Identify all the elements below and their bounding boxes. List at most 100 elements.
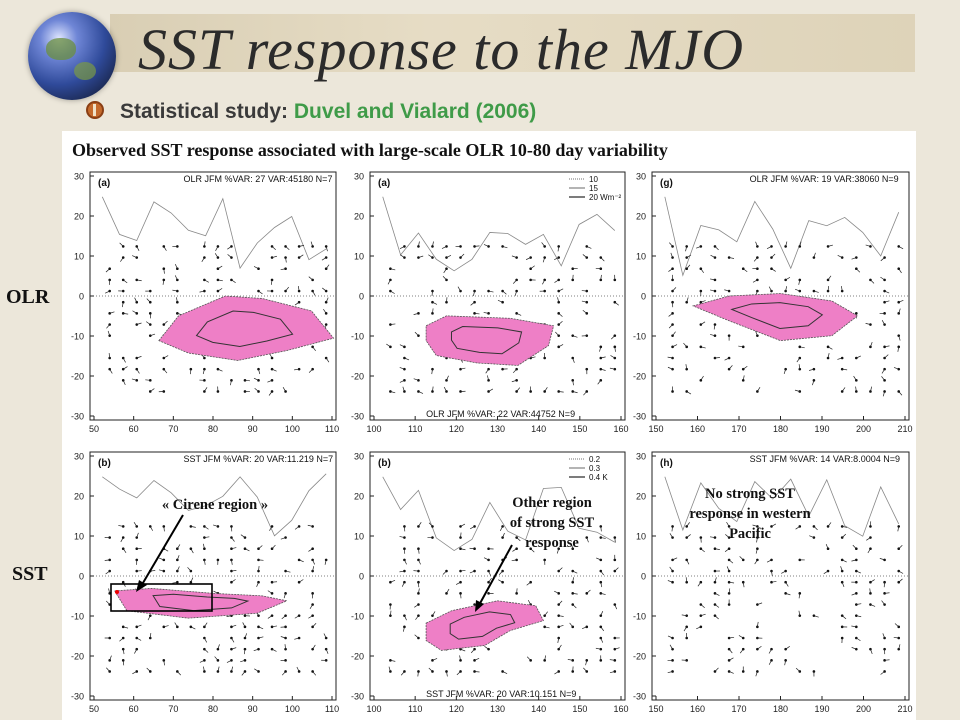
vector-tail	[724, 357, 730, 361]
vector-tail	[283, 593, 286, 599]
vector-dot	[713, 289, 717, 293]
panel-tag: (a)	[378, 178, 390, 189]
vector-tail	[710, 254, 716, 258]
vector-tail	[231, 279, 236, 283]
vector-tail	[597, 380, 602, 385]
vector-tail	[296, 666, 300, 672]
vector-tail	[428, 667, 433, 672]
vector-dot	[389, 603, 392, 606]
vector-tail	[488, 570, 491, 576]
vector-tail	[867, 548, 871, 554]
vector-tail	[469, 526, 475, 530]
vector-tail	[813, 290, 819, 293]
vector-tail	[670, 252, 673, 258]
vector-tail	[177, 544, 181, 549]
vector-tail	[123, 366, 128, 370]
vector-tail	[681, 614, 687, 617]
vector-tail	[460, 367, 466, 370]
vector-tail	[418, 391, 424, 394]
vector-tail	[119, 637, 124, 642]
legend-label: 15	[589, 184, 598, 193]
vector-tail	[163, 268, 165, 274]
vector-tail	[851, 625, 857, 628]
vector-tail	[199, 660, 205, 663]
vector-dot	[270, 278, 274, 282]
vector-tail	[390, 290, 395, 294]
vector-dot	[459, 580, 462, 584]
vector-tail	[667, 356, 673, 359]
vector-tail	[771, 570, 773, 577]
vector-tail	[390, 323, 396, 325]
vector-tail	[614, 346, 616, 352]
vector-dot	[599, 267, 603, 271]
vector-tail	[431, 369, 433, 375]
vector-tail	[884, 345, 890, 348]
row-label-olr: OLR	[6, 286, 50, 308]
panel-header: SST JFM %VAR: 14 VAR:8.0004 N=9	[750, 454, 900, 464]
vector-tail	[870, 342, 873, 347]
x-tick-label: 150	[572, 704, 587, 714]
vector-tail	[244, 379, 250, 382]
vector-tail	[865, 323, 871, 325]
cirene-marker	[115, 590, 119, 594]
vector-tail	[614, 301, 619, 306]
vector-tail	[709, 278, 716, 281]
x-tick-label: 210	[897, 424, 912, 434]
vector-tail	[567, 659, 573, 661]
panel-header: SST JFM %VAR: 20 VAR:11.219 N=7	[183, 454, 333, 464]
vector-tail	[323, 633, 327, 639]
vector-tail	[558, 644, 562, 650]
vector-dot	[108, 659, 111, 662]
vector-tail	[541, 242, 545, 247]
vector-tail	[120, 257, 124, 262]
vector-tail	[893, 367, 899, 370]
vector-tail	[312, 622, 317, 628]
vector-tail	[898, 578, 903, 583]
vector-tail	[217, 666, 220, 672]
vector-tail	[728, 671, 734, 674]
vector-tail	[609, 671, 615, 674]
vector-tail	[158, 569, 164, 572]
vector-tail	[254, 388, 259, 392]
vector-tail	[231, 547, 237, 550]
y-tick-label: -30	[351, 692, 364, 702]
y-tick-label: 20	[74, 212, 84, 222]
vector-tail	[686, 559, 690, 565]
x-tick-label: 190	[814, 424, 829, 434]
vector-tail	[231, 624, 237, 628]
vector-tail	[882, 633, 885, 639]
vector-tail	[498, 570, 503, 575]
vector-tail	[851, 647, 857, 650]
vector-tail	[511, 379, 517, 383]
vector-tail	[325, 264, 330, 269]
vector-dot	[121, 356, 125, 360]
vector-tail	[150, 388, 155, 392]
vector-tail	[294, 526, 300, 530]
vector-tail	[146, 298, 151, 303]
vector-dot	[784, 289, 787, 293]
vector-tail	[109, 655, 112, 661]
vector-tail	[418, 255, 424, 258]
contour-line	[730, 302, 824, 330]
vector-tail	[771, 581, 777, 583]
vector-tail	[146, 321, 151, 325]
vector-tail	[404, 559, 407, 565]
vector-tail	[581, 626, 587, 630]
vector-tail	[271, 246, 276, 251]
vector-tail	[600, 593, 606, 595]
vector-tail	[795, 526, 800, 530]
vector-tail	[870, 579, 875, 583]
vector-tail	[231, 537, 235, 542]
vector-tail	[700, 300, 706, 303]
vector-dot	[297, 670, 301, 673]
vector-tail	[856, 355, 862, 359]
vector-tail	[583, 391, 588, 396]
vector-tail	[686, 254, 692, 258]
vector-tail	[109, 368, 113, 374]
vector-tail	[502, 290, 507, 295]
figure-caption: Observed SST response associated with la…	[72, 140, 668, 160]
vector-dot	[685, 367, 688, 371]
vector-dot	[869, 323, 872, 326]
vector-tail	[897, 346, 900, 352]
vector-tail	[388, 666, 391, 672]
